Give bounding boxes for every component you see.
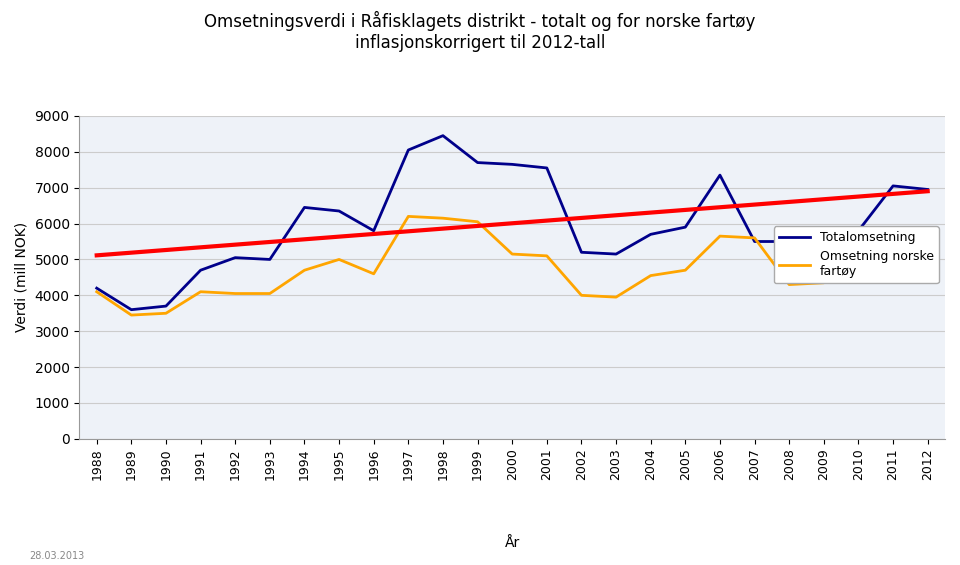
Text: 28.03.2013: 28.03.2013 [29, 551, 84, 562]
Text: Omsetningsverdi i Råfisklagets distrikt - totalt og for norske fartøy
inflasjons: Omsetningsverdi i Råfisklagets distrikt … [204, 11, 756, 52]
X-axis label: År: År [505, 536, 519, 550]
Legend: Totalomsetning, Omsetning norske
fartøy: Totalomsetning, Omsetning norske fartøy [774, 226, 939, 284]
Y-axis label: Verdi (mill NOK): Verdi (mill NOK) [15, 222, 29, 332]
